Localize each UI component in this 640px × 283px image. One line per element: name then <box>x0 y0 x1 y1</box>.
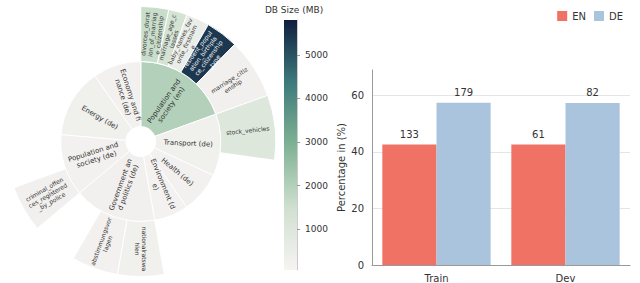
svg-text:Population and: Population and <box>145 75 184 125</box>
svg-text:1000: 1000 <box>305 224 328 234</box>
svg-text:Government an: Government an <box>107 157 134 212</box>
svg-text:Environment (d: Environment (d <box>149 157 177 210</box>
svg-text:e_citizenship: e_citizenship <box>153 15 165 55</box>
svg-text:60: 60 <box>351 90 364 101</box>
svg-text:Train: Train <box>424 273 449 283</box>
svg-text:ion_of_marriag: ion_of_marriag <box>146 12 158 58</box>
svg-text:marriage_citiz: marriage_citiz <box>209 66 249 96</box>
svg-text:Health (de): Health (de) <box>159 156 195 188</box>
svg-text:Percentage in (%): Percentage in (%) <box>336 123 347 212</box>
svg-text:4000: 4000 <box>305 93 328 103</box>
svg-text:Population and: Population and <box>67 140 122 164</box>
svg-text:abstimmungsvor: abstimmungsvor <box>89 216 114 267</box>
svg-text:_by_police: _by_police <box>35 190 67 213</box>
svg-text:divorces_durat: divorces_durat <box>139 11 151 57</box>
svg-text:resident_popul: resident_popul <box>181 29 214 70</box>
svg-text:Energy (de): Energy (de) <box>80 104 120 131</box>
svg-text:ces_registered: ces_registered <box>27 181 69 210</box>
svg-text:61: 61 <box>532 129 545 140</box>
svg-text:lagen: lagen <box>101 235 114 254</box>
svg-text:40: 40 <box>351 146 364 157</box>
svg-text:marriage_age_c: marriage_age_c <box>157 13 177 61</box>
svg-text:nationalratswa: nationalratswa <box>141 227 148 272</box>
svg-text:d politics (de): d politics (de) <box>116 163 140 211</box>
svg-text:20: 20 <box>351 203 364 214</box>
svg-text:hlen: hlen <box>134 243 141 256</box>
svg-text:5000: 5000 <box>305 50 328 60</box>
svg-text:society (en): society (en) <box>156 85 186 124</box>
svg-text:ce_citizenship: ce_citizenship <box>193 39 225 78</box>
svg-text:3000: 3000 <box>305 137 328 147</box>
svg-text:0: 0 <box>358 260 364 271</box>
svg-text:e): e) <box>150 182 160 192</box>
svg-text:stock_vehicles: stock_vehicles <box>226 125 270 138</box>
svg-text:lasses: lasses <box>167 29 180 49</box>
svg-text:ation_birthpla: ation_birthpla <box>187 34 218 73</box>
svg-text:Economy and fi: Economy and fi <box>118 67 143 123</box>
svg-text:_type: _type <box>206 53 223 72</box>
svg-text:133: 133 <box>400 129 419 140</box>
svg-text:baby_names_fav: baby_names_fav <box>166 16 194 66</box>
svg-text:orite_firstnam: orite_firstnam <box>174 23 199 65</box>
svg-text:2000: 2000 <box>305 181 328 191</box>
svg-text:EN: EN <box>572 11 586 22</box>
svg-text:enship: enship <box>223 77 244 95</box>
svg-text:Transport (de): Transport (de) <box>163 138 214 148</box>
svg-text:82: 82 <box>586 87 599 98</box>
svg-text:179: 179 <box>454 87 473 98</box>
svg-text:society (de): society (de) <box>76 149 118 169</box>
svg-text:nance (de): nance (de) <box>113 78 132 117</box>
svg-text:DB Size (MB): DB Size (MB) <box>265 5 323 15</box>
svg-text:Dev: Dev <box>556 273 576 283</box>
svg-text:criminal_offen: criminal_offen <box>24 175 65 203</box>
svg-text:DE: DE <box>609 11 623 22</box>
